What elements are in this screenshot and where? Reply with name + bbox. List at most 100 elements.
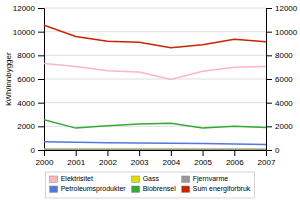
- series-line: [44, 149, 266, 150]
- y-axis-title: kWh/innbygger: [4, 52, 13, 106]
- tick-mark: [266, 79, 272, 80]
- grid-line: [44, 79, 266, 80]
- lines: [44, 25, 266, 149]
- legend-item: Petroleumsprodukter: [50, 185, 127, 193]
- legend: Elektrisitet Petroleumsprodukter Gass Biobr…: [46, 172, 255, 198]
- tick-label: 2001: [67, 158, 85, 167]
- y-axis: 0 2000 4000 6000 8000 10000 12000: [13, 4, 45, 155]
- tick-label: 2006: [226, 158, 244, 167]
- tick-label: 4000: [17, 99, 35, 108]
- tick-mark: [38, 55, 44, 56]
- tick: 2005: [194, 150, 212, 167]
- tick: 2001: [67, 150, 85, 167]
- tick: 2000: [266, 122, 293, 131]
- legend-label: Gass: [143, 175, 160, 182]
- tick-mark: [38, 32, 44, 33]
- tick: 12000: [13, 4, 44, 13]
- tick: 0: [31, 146, 44, 155]
- tick-mark: [171, 150, 172, 156]
- tick: 2007: [258, 150, 276, 167]
- legend-swatch: [132, 186, 140, 192]
- tick: 10000: [13, 28, 44, 37]
- tick: 0: [266, 146, 280, 155]
- tick-label: 10000: [13, 28, 36, 37]
- tick-label: 6000: [275, 75, 293, 84]
- chart: 2000200120022003200420052006200702000400…: [0, 0, 300, 200]
- tick-mark: [38, 150, 44, 151]
- tick: 2006: [226, 150, 244, 167]
- axis-line: [45, 151, 267, 157]
- tick-mark: [38, 126, 44, 127]
- legend-label: Biobrensel: [143, 185, 177, 192]
- tick-label: 0: [275, 146, 280, 155]
- tick: 2004: [162, 150, 180, 167]
- tick: 8000: [17, 51, 44, 60]
- tick-label: 0: [31, 146, 36, 155]
- tick-mark: [266, 32, 272, 33]
- legend-label: Fjernvarme: [193, 175, 229, 183]
- y2-axis: 0 2000 4000 6000 8000 10000 12000: [266, 4, 298, 155]
- tick: 10000: [266, 28, 298, 37]
- tick-label: 10000: [275, 28, 298, 37]
- grid-line: [44, 31, 266, 32]
- tick-mark: [234, 150, 235, 156]
- axis-line: [267, 9, 273, 151]
- tick-label: 4000: [275, 99, 293, 108]
- tick-label: 2000: [275, 122, 293, 131]
- legend-item: Elektrisitet: [50, 175, 93, 182]
- grid-line: [44, 55, 266, 56]
- tick-mark: [107, 150, 108, 156]
- legend-swatch: [182, 186, 190, 192]
- tick-label: 2000: [36, 158, 54, 167]
- legend-label: Elektrisitet: [61, 175, 93, 182]
- tick-mark: [38, 79, 44, 80]
- tick-label: 8000: [17, 51, 35, 60]
- tick: 2002: [99, 150, 117, 167]
- grid-line: [44, 8, 266, 9]
- grid-line: [44, 102, 266, 103]
- tick-mark: [266, 103, 272, 104]
- tick: 6000: [17, 75, 44, 84]
- tick-mark: [139, 150, 140, 156]
- x-axis: 2000 2001 2002 2003 2004 2005 2006 2007: [36, 150, 276, 167]
- tick-label: 2005: [194, 158, 212, 167]
- legend-item: Gass: [132, 175, 160, 182]
- tick-label: 12000: [275, 4, 298, 13]
- tick-mark: [266, 150, 272, 151]
- legend-frame: [46, 172, 255, 198]
- legend-swatch: [132, 176, 140, 182]
- legend-item: Sum energiforbruk: [182, 185, 251, 193]
- tick: 2000: [36, 150, 54, 167]
- tick: 8000: [266, 51, 293, 60]
- tick-mark: [76, 150, 77, 156]
- tick-mark: [38, 103, 44, 104]
- legend-swatch: [182, 176, 190, 182]
- tick-label: 8000: [275, 51, 293, 60]
- grid: [44, 8, 266, 150]
- tick-label: 12000: [13, 4, 36, 13]
- tick: 2000: [17, 122, 44, 131]
- tick: 2003: [131, 150, 149, 167]
- axis-line: [38, 9, 45, 151]
- tick: 4000: [266, 99, 293, 108]
- tick: 6000: [266, 75, 293, 84]
- series-line: [44, 149, 266, 150]
- tick: 12000: [266, 4, 298, 13]
- tick-label: 6000: [17, 75, 35, 84]
- tick: 4000: [17, 99, 44, 108]
- series-line: [44, 25, 266, 47]
- tick-label: 2002: [99, 158, 117, 167]
- tick-mark: [203, 150, 204, 156]
- tick-mark: [266, 8, 272, 9]
- legend-swatch: [50, 186, 58, 192]
- legend-item: Fjernvarme: [182, 175, 229, 183]
- tick-label: 2000: [17, 122, 35, 131]
- tick-label: 2007: [258, 158, 276, 167]
- legend-label: Sum energiforbruk: [193, 185, 251, 193]
- tick-mark: [266, 126, 272, 127]
- legend-swatch: [50, 176, 58, 182]
- tick-label: 2004: [162, 158, 180, 167]
- legend-item: Biobrensel: [132, 185, 177, 192]
- tick-mark: [266, 55, 272, 56]
- tick-label: 2003: [131, 158, 149, 167]
